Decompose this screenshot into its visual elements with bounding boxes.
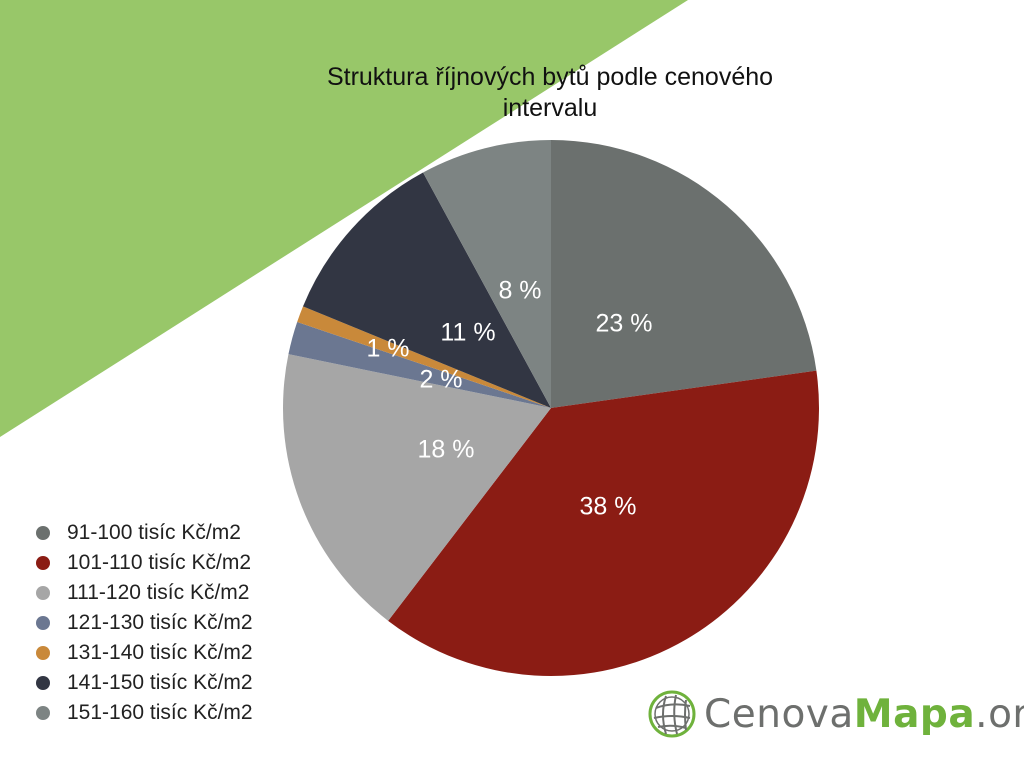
legend-label: 101-110 tisíc Kč/m2 [67,551,252,574]
legend-item: 141-150 tisíc Kč/m2 [36,668,253,698]
legend-swatch [36,586,50,600]
legend-swatch [36,676,50,690]
logo-text-mapa: Mapa [853,691,976,737]
legend-swatch [36,616,50,630]
legend-swatch [36,556,50,570]
legend-item: 101-110 tisíc Kč/m2 [36,548,253,578]
legend-label: 151-160 tisíc Kč/m2 [67,701,253,724]
legend-label: 121-130 tisíc Kč/m2 [67,611,253,634]
legend-item: 151-160 tisíc Kč/m2 [36,698,253,728]
legend-label: 131-140 tisíc Kč/m2 [67,641,253,664]
slice-data-label: 11 % [440,319,495,347]
pie-slice [297,306,551,408]
legend-label: 141-150 tisíc Kč/m2 [67,671,253,694]
pie-slice [283,354,551,621]
slice-data-label: 2 % [419,366,462,394]
pie-slice [288,322,551,408]
slice-data-label: 23 % [596,310,653,338]
pie-slice [303,172,551,408]
legend-swatch [36,646,50,660]
legend-item: 91-100 tisíc Kč/m2 [36,518,253,548]
slice-data-label: 1 % [366,335,409,363]
pie-slice [388,370,819,676]
legend-label: 91-100 tisíc Kč/m2 [67,521,241,544]
legend-item: 111-120 tisíc Kč/m2 [36,578,253,608]
legend-item: 131-140 tisíc Kč/m2 [36,638,253,668]
logo-text-cenova: Cenova [704,691,854,737]
cenovamapa-logo: CenovaMapa.org [646,688,1024,740]
slice-data-label: 38 % [580,493,637,521]
globe-grid-icon [648,690,696,738]
pie-slice [423,140,551,408]
legend-label: 111-120 tisíc Kč/m2 [67,581,250,604]
chart-title-line-2: intervalu [502,94,598,122]
pie-slice [551,140,817,408]
logo-text: CenovaMapa.org [704,692,1024,737]
logo-text-org: .org [975,691,1024,737]
slice-data-label: 18 % [418,436,475,464]
legend-swatch [36,706,50,720]
legend-item: 121-130 tisíc Kč/m2 [36,608,253,638]
legend-swatch [36,526,50,540]
slice-data-label: 8 % [498,277,541,305]
chart-title-line-1: Struktura říjnových bytů podle cenového [326,63,774,91]
chart-title: Struktura říjnových bytů podle cenového … [250,62,850,124]
legend: 91-100 tisíc Kč/m2 101-110 tisíc Kč/m2 1… [36,518,253,728]
